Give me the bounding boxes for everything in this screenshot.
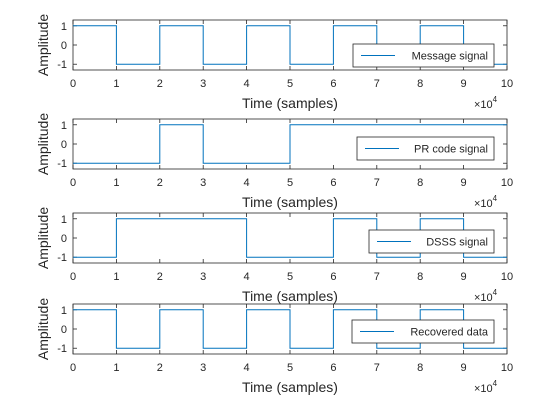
x-tick-label: 4: [244, 362, 250, 374]
x-tick-label: 7: [374, 78, 380, 90]
x-tick-label: 5: [287, 78, 293, 90]
legend: Message signal: [352, 43, 495, 68]
x-tick-label: 10: [501, 177, 513, 189]
y-tick-label: 0: [61, 233, 67, 245]
x-tick-label: 0: [70, 271, 76, 283]
x-tick-label: 3: [200, 362, 206, 374]
legend: DSSS signal: [368, 229, 495, 254]
x-axis-label: Time (samples): [242, 379, 338, 395]
x-tick-label: 6: [330, 271, 336, 283]
x-tick-label: 8: [417, 271, 423, 283]
x-tick-label: 9: [461, 177, 467, 189]
series-line: [73, 309, 507, 349]
y-tick-label: -1: [57, 252, 67, 264]
x-tick-label: 7: [374, 362, 380, 374]
x-tick-label: 10: [501, 271, 513, 283]
x-tick-label: 2: [157, 362, 163, 374]
x-multiplier: ×104: [474, 288, 498, 304]
legend-box: [351, 319, 495, 344]
x-tick-label: 3: [200, 78, 206, 90]
x-multiplier-exponent: 4: [493, 288, 498, 297]
x-tick-label: 10: [501, 78, 513, 90]
x-tick-label: 5: [287, 271, 293, 283]
legend-label: Recovered data: [410, 327, 489, 339]
y-tick-label: -1: [57, 158, 67, 170]
x-tick-label: 6: [330, 177, 336, 189]
y-tick-label: 1: [61, 305, 67, 317]
x-multiplier-exponent: 4: [493, 379, 498, 388]
legend-box: [356, 136, 495, 161]
x-tick-label: 10: [501, 362, 513, 374]
x-multiplier-exponent: 4: [493, 194, 498, 203]
x-tick-label: 1: [113, 362, 119, 374]
x-tick-label: 9: [461, 362, 467, 374]
x-axis-label: Time (samples): [242, 95, 338, 111]
series-line: [73, 25, 507, 65]
x-multiplier: ×104: [474, 95, 498, 111]
x-axis-label: Time (samples): [242, 288, 338, 304]
x-tick-label: 3: [200, 271, 206, 283]
x-tick-label: 0: [70, 177, 76, 189]
y-tick-label: 0: [61, 139, 67, 151]
x-multiplier: ×104: [474, 379, 498, 395]
series-line: [73, 218, 507, 258]
x-tick-label: 5: [287, 177, 293, 189]
x-tick-label: 0: [70, 78, 76, 90]
x-tick-label: 1: [113, 78, 119, 90]
x-tick-label: 3: [200, 177, 206, 189]
legend-label: PR code signal: [414, 144, 488, 156]
x-axis-label: Time (samples): [242, 194, 338, 210]
x-tick-label: 8: [417, 362, 423, 374]
legend-box: [352, 43, 495, 68]
x-tick-label: 8: [417, 78, 423, 90]
x-tick-label: 1: [113, 177, 119, 189]
x-tick-label: 9: [461, 78, 467, 90]
x-tick-label: 7: [374, 271, 380, 283]
legend: PR code signal: [356, 136, 495, 161]
x-tick-label: 2: [157, 177, 163, 189]
x-tick-label: 6: [330, 362, 336, 374]
y-tick-label: 0: [61, 324, 67, 336]
x-multiplier-exponent: 4: [493, 95, 498, 104]
x-tick-label: 5: [287, 362, 293, 374]
x-tick-label: 8: [417, 177, 423, 189]
y-tick-label: 1: [61, 21, 67, 33]
x-tick-label: 1: [113, 271, 119, 283]
legend-label: DSSS signal: [426, 237, 488, 249]
x-tick-label: 2: [157, 271, 163, 283]
legend: Recovered data: [351, 319, 495, 344]
legend-box: [368, 229, 495, 254]
y-axis-label: Amplitude: [35, 298, 51, 360]
y-tick-label: 1: [61, 214, 67, 226]
x-multiplier: ×104: [474, 194, 498, 210]
x-tick-label: 0: [70, 362, 76, 374]
x-tick-label: 4: [244, 78, 250, 90]
legend-label: Message signal: [412, 51, 488, 63]
x-tick-label: 2: [157, 78, 163, 90]
y-tick-label: -1: [57, 59, 67, 71]
y-tick-label: 1: [61, 120, 67, 132]
x-tick-label: 6: [330, 78, 336, 90]
y-axis-label: Amplitude: [35, 113, 51, 175]
x-tick-label: 4: [244, 177, 250, 189]
x-tick-label: 4: [244, 271, 250, 283]
y-axis-label: Amplitude: [35, 207, 51, 269]
y-tick-label: -1: [57, 343, 67, 355]
x-tick-label: 7: [374, 177, 380, 189]
y-tick-label: 0: [61, 40, 67, 52]
y-axis-label: Amplitude: [35, 14, 51, 76]
x-tick-label: 9: [461, 271, 467, 283]
series-line: [73, 124, 507, 164]
